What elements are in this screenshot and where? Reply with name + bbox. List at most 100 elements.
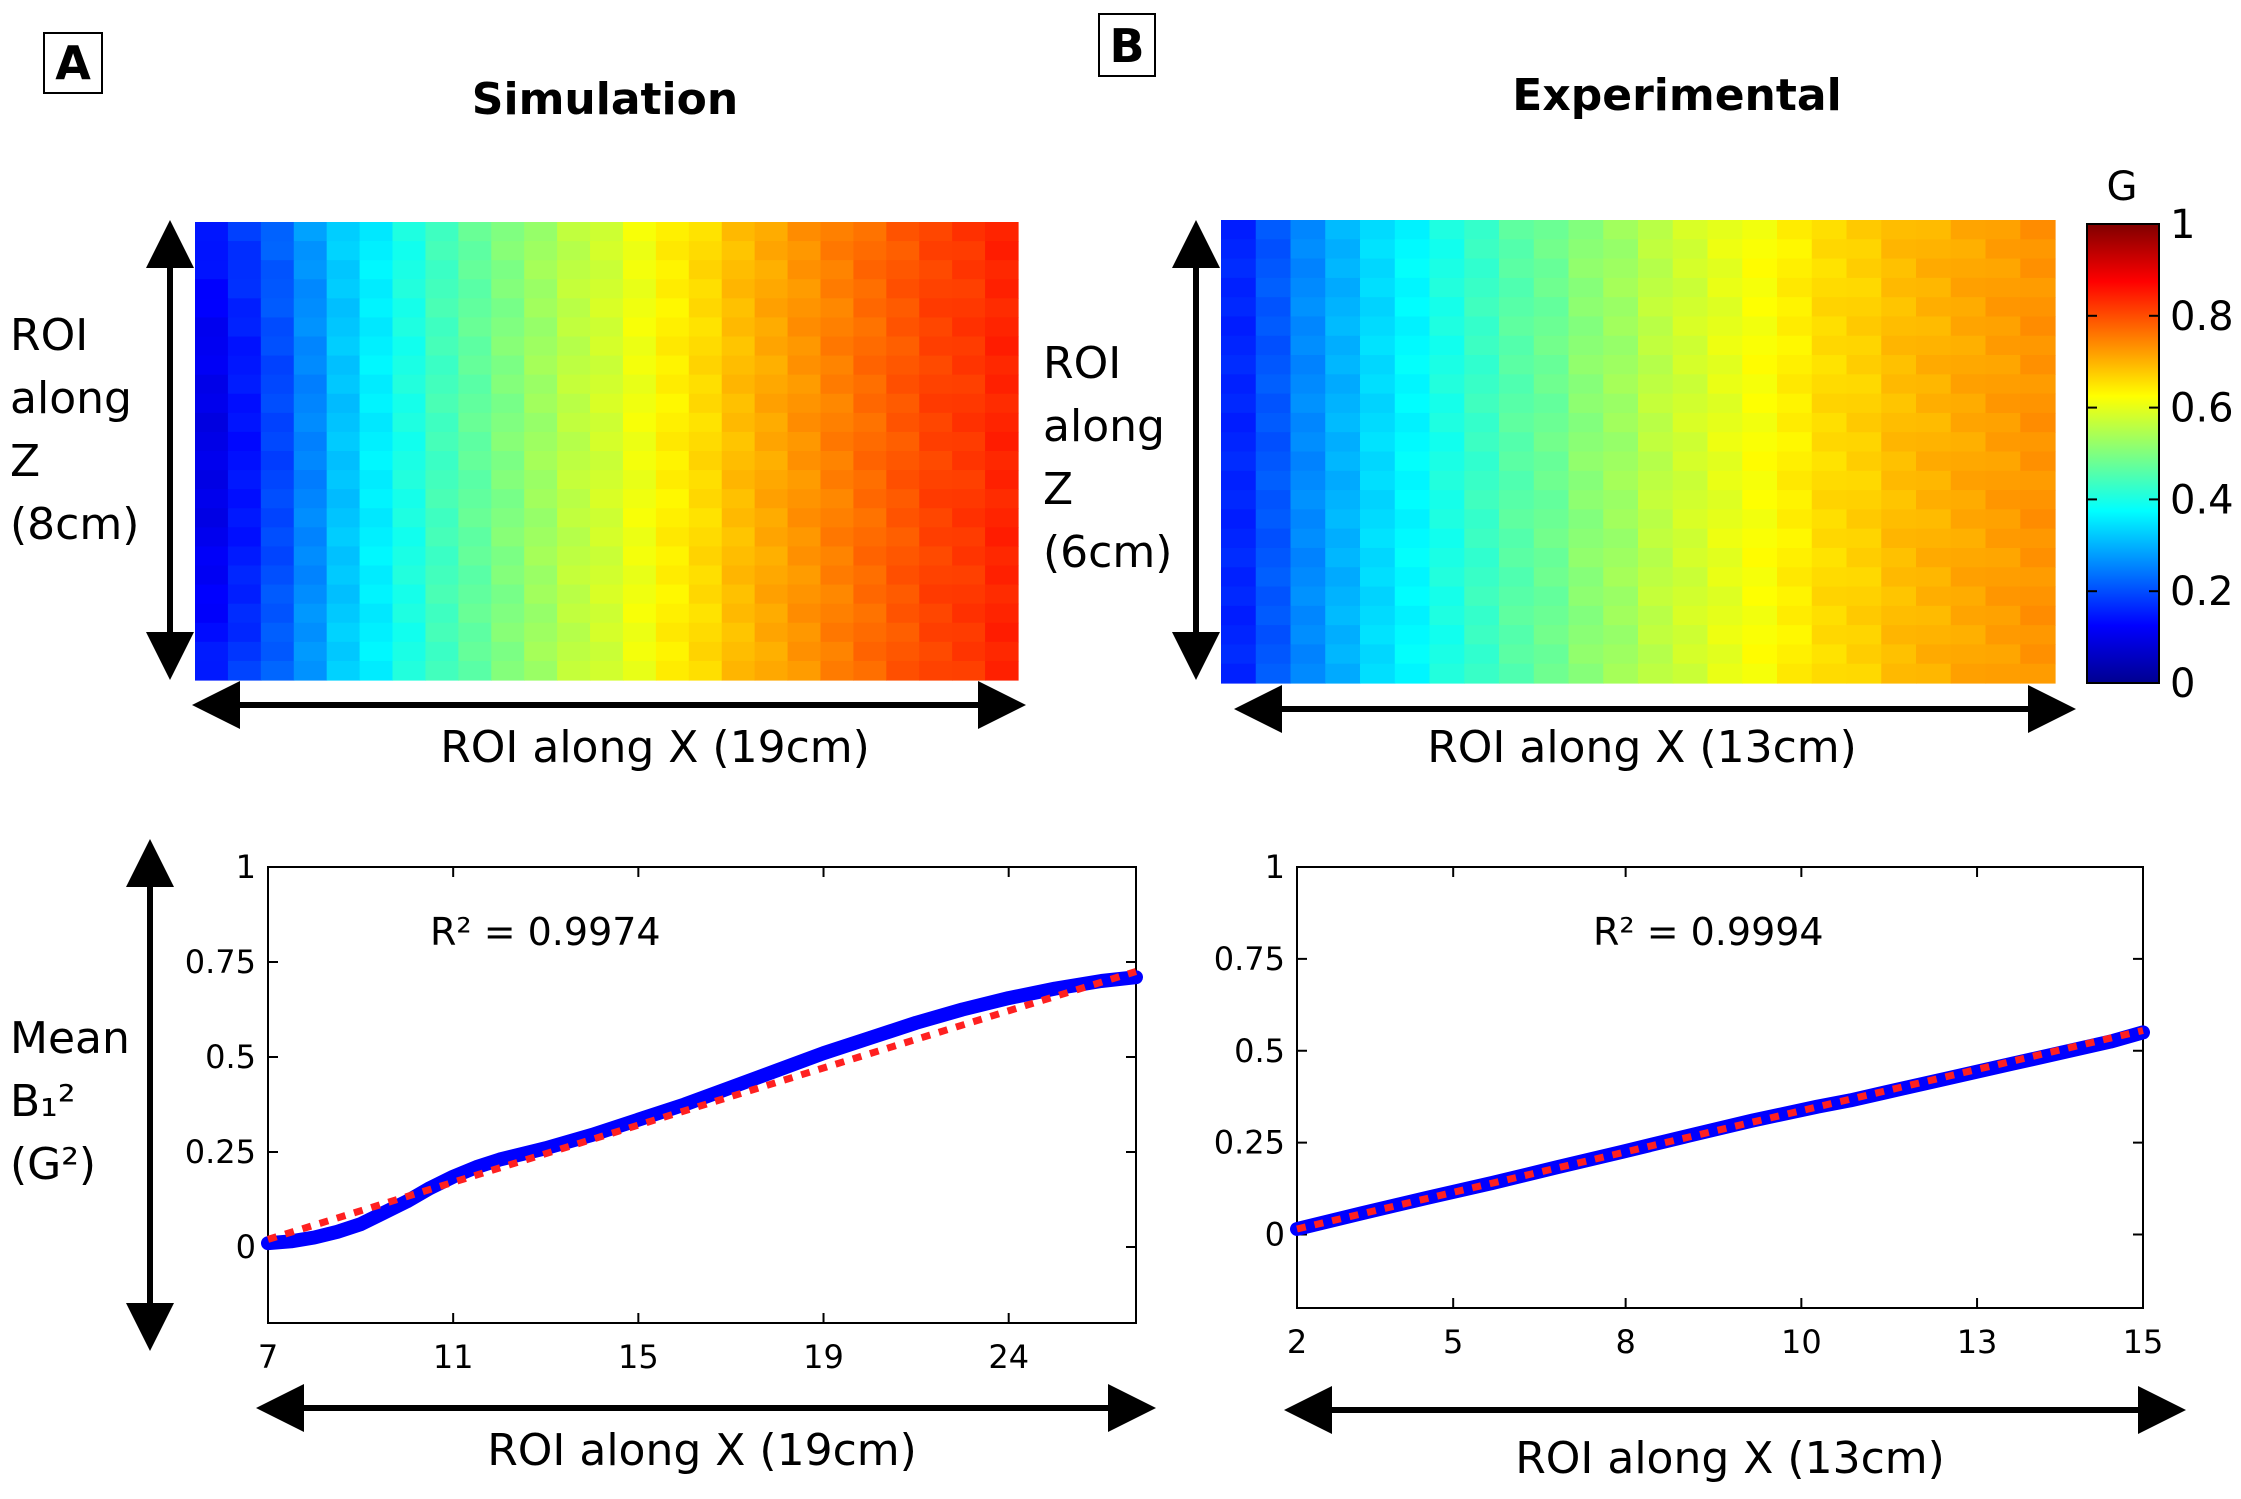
heatmap-cell bbox=[260, 298, 295, 319]
heatmap-cell bbox=[524, 527, 558, 548]
x-tick-label: 2 bbox=[1287, 1323, 1307, 1361]
y-tick-label: 0.25 bbox=[185, 1133, 256, 1171]
heatmap-cell bbox=[1568, 297, 1604, 318]
heatmap-cell bbox=[557, 412, 591, 433]
heatmap-cell bbox=[1499, 374, 1535, 395]
heatmap-cell bbox=[1464, 297, 1500, 318]
heatmap-cell bbox=[1950, 451, 1987, 472]
heatmap-cell bbox=[557, 336, 591, 357]
heatmap-cell bbox=[359, 393, 394, 414]
heatmap-cell bbox=[952, 622, 986, 643]
heatmap-cell bbox=[952, 641, 986, 662]
colorbar-tick-label: 0.6 bbox=[2170, 386, 2234, 432]
heatmap-cell bbox=[886, 565, 920, 586]
heatmap-cell bbox=[1916, 316, 1952, 337]
heatmap-cell bbox=[1950, 393, 1987, 414]
heatmap-cell bbox=[1221, 239, 1257, 260]
heatmap-cell bbox=[1985, 374, 2021, 395]
heatmap-cell bbox=[985, 393, 1019, 414]
heatmap-cell bbox=[557, 622, 591, 643]
heatmap-cell bbox=[787, 451, 822, 471]
heatmap-cell bbox=[1777, 663, 1813, 684]
heatmap-cell bbox=[1464, 625, 1500, 646]
heatmap-cell bbox=[787, 431, 822, 452]
heatmap-cell bbox=[787, 470, 822, 490]
heatmap-cell bbox=[853, 317, 887, 338]
heatmap-cell bbox=[1916, 355, 1952, 375]
heatmap-cell bbox=[1603, 335, 1639, 356]
heatmap-cell bbox=[293, 489, 328, 509]
heatmap-cell bbox=[392, 241, 427, 261]
heatmap-cell bbox=[655, 508, 690, 528]
heatmap-cell bbox=[985, 489, 1019, 509]
heatmap-cell bbox=[985, 279, 1019, 299]
heatmap-cell bbox=[1603, 625, 1639, 646]
heatmap-cell bbox=[1811, 567, 1848, 588]
heatmap-cell bbox=[1811, 239, 1848, 260]
heatmap-cell bbox=[1464, 528, 1500, 549]
heatmap-cell bbox=[886, 374, 920, 395]
heatmap-cell bbox=[622, 222, 657, 242]
heatmap-cell bbox=[622, 451, 657, 471]
heatmap-cell bbox=[1429, 220, 1465, 240]
heatmap-cell bbox=[1568, 432, 1604, 453]
heatmap-cell bbox=[886, 546, 920, 567]
heatmap-cell bbox=[1846, 316, 1882, 337]
heatmap-cell bbox=[820, 412, 854, 433]
heatmap-cell bbox=[622, 603, 657, 624]
heatmap-cell bbox=[1221, 258, 1257, 279]
heatmap-cell bbox=[1846, 432, 1882, 453]
heatmap-cell bbox=[1464, 412, 1500, 433]
heatmap-cell bbox=[1985, 355, 2021, 375]
heatmap-cell bbox=[1255, 335, 1292, 356]
heatmap-cell bbox=[293, 527, 328, 548]
heatmap-cell bbox=[1394, 567, 1431, 588]
heatmap-cell bbox=[1742, 509, 1778, 530]
heatmap-cell bbox=[1464, 220, 1500, 240]
heatmap-cell bbox=[326, 355, 361, 376]
heatmap-cell bbox=[1881, 355, 1917, 375]
heatmap-cell bbox=[886, 298, 920, 319]
heatmap-cell bbox=[1325, 644, 1361, 665]
heatmap-cell bbox=[524, 641, 558, 662]
heatmap-cell bbox=[1429, 335, 1465, 356]
heatmap-cell bbox=[392, 489, 427, 509]
heatmap-cell bbox=[458, 317, 492, 338]
heatmap-cell bbox=[754, 451, 789, 471]
heatmap-cell bbox=[227, 222, 262, 242]
heatmap-cell bbox=[1429, 374, 1465, 395]
heatmap-cell bbox=[754, 336, 789, 357]
heatmap-cell bbox=[524, 279, 558, 299]
x-tick-label: 8 bbox=[1615, 1323, 1635, 1361]
heatmap-cell bbox=[655, 279, 690, 299]
heatmap-cell bbox=[688, 336, 723, 357]
heatmap-cell bbox=[1429, 586, 1465, 607]
heatmap-cell bbox=[1916, 605, 1952, 626]
heatmap-cell bbox=[1950, 490, 1987, 510]
heatmap-cell bbox=[820, 546, 854, 567]
heatmap-cell bbox=[919, 641, 953, 662]
heatmap-cell bbox=[590, 603, 624, 624]
colorbar-ticks: 0 0.2 0.4 0.6 0.8 1 bbox=[2087, 202, 2234, 707]
heatmap-cell bbox=[1672, 644, 1709, 665]
heatmap-cell bbox=[1221, 528, 1257, 549]
heatmap-cell bbox=[754, 355, 789, 376]
heatmap-cell bbox=[1464, 239, 1500, 260]
heatmap-cell bbox=[1638, 412, 1674, 433]
heatmap-cell bbox=[1846, 412, 1882, 433]
heatmap-cell bbox=[1394, 393, 1431, 414]
heatmap-cell bbox=[688, 374, 723, 395]
heatmap-cell bbox=[820, 374, 854, 395]
heatmap-cell bbox=[853, 603, 887, 624]
heatmap-cell bbox=[590, 565, 624, 586]
heatmap-cell bbox=[754, 660, 789, 681]
heatmap-cell bbox=[1881, 374, 1917, 395]
heatmap-cell bbox=[655, 546, 690, 567]
heatmap-cell bbox=[425, 393, 459, 414]
heatmap-cell bbox=[985, 622, 1019, 643]
heatmap-cell bbox=[1742, 220, 1778, 240]
heatmap-cell bbox=[1672, 470, 1709, 491]
heatmap-cell bbox=[1325, 432, 1361, 453]
heatmap-cell bbox=[688, 451, 723, 471]
heatmap-cell bbox=[853, 546, 887, 567]
